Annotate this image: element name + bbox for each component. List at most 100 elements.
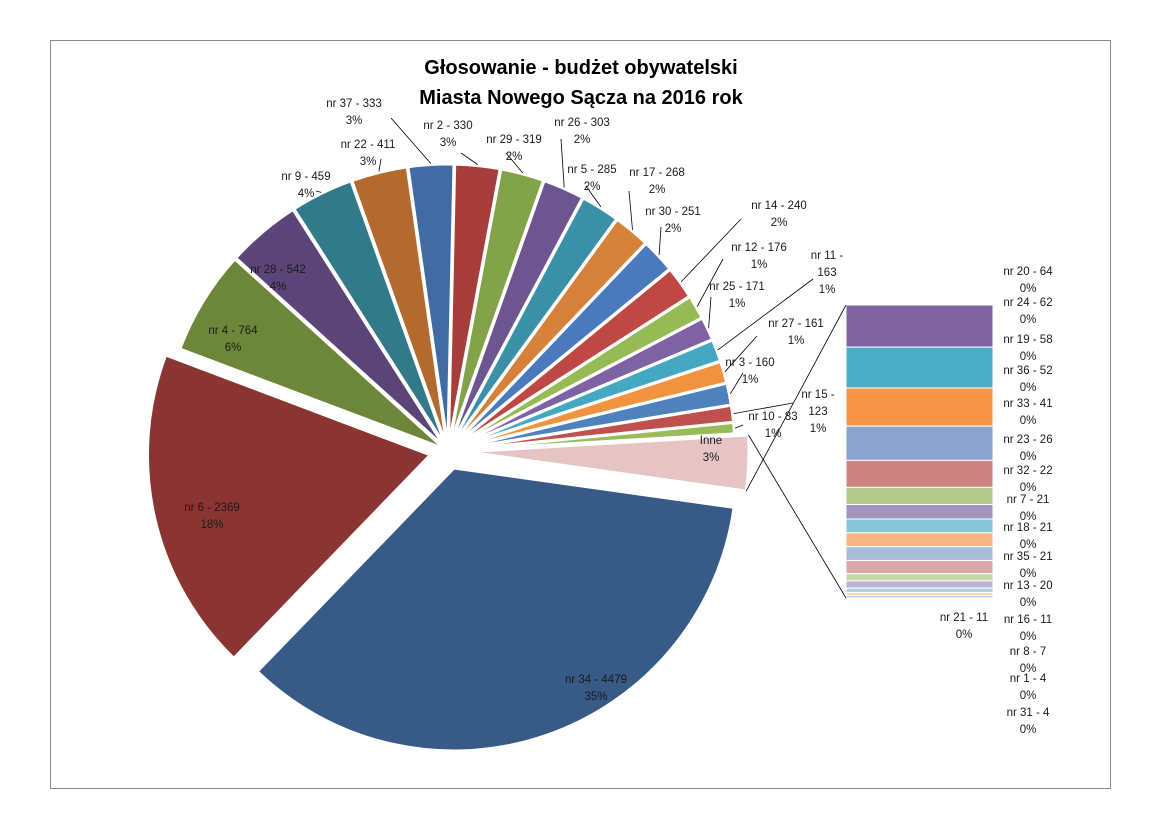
data-label-nr-2-name: nr 2 - 330 [423, 120, 472, 132]
bar-label-nr-24-name: nr 24 - 62 [1003, 297, 1052, 309]
bar-label-nr-7-name: nr 7 - 21 [1007, 494, 1050, 506]
bar-label-nr-33-name: nr 33 - 41 [1003, 398, 1052, 410]
leader-line-nr-12 [696, 258, 724, 307]
data-label-nr-6-name: nr 6 - 2369 [184, 502, 240, 514]
bar-label-nr-1-name: nr 1 - 4 [1010, 673, 1047, 685]
bar-label-nr-16-name: nr 16 - 11 [1004, 614, 1052, 626]
bar-of-pie-chart: Głosowanie - budżet obywatelski Miasta N… [146, 57, 1053, 753]
bar-label-nr-18-pct: 0% [1020, 539, 1037, 551]
data-label-nr-17-pct: 2% [649, 184, 666, 196]
leader-line-nr-5 [585, 185, 602, 208]
data-label-nr-26-pct: 2% [574, 134, 591, 146]
leader-line-nr-30 [658, 226, 662, 256]
connector-line-top [745, 304, 847, 492]
leader-line-nr-22 [378, 158, 382, 172]
data-label-nr-2-pct: 3% [440, 137, 457, 149]
data-label-nr-9-pct: 4% [298, 188, 315, 200]
data-label-nr-12-pct: 1% [751, 259, 768, 271]
data-label-nr-34-name: nr 34 - 4479 [565, 674, 627, 686]
data-label-nr-30-pct: 2% [665, 223, 682, 235]
bar-segment-nr-18 [845, 532, 994, 548]
data-label-nr-14-name: nr 14 - 240 [751, 200, 807, 212]
data-label-nr-5-pct: 2% [584, 181, 601, 193]
bar-label-nr-32-pct: 0% [1020, 482, 1037, 494]
bar-label-nr-36-pct: 0% [1020, 382, 1037, 394]
bar-segment-nr-23 [845, 486, 994, 506]
bar-label-nr-18-name: nr 18 - 21 [1003, 522, 1052, 534]
bar-label-nr-13-name: nr 13 - 20 [1003, 580, 1052, 592]
leader-line-nr-9 [315, 190, 322, 193]
bar-segment-nr-20 [845, 304, 994, 348]
leader-line-nr-27 [724, 335, 758, 373]
data-label-nr-27-name: nr 27 - 161 [768, 318, 824, 330]
bar-label-nr-8-name: nr 8 - 7 [1010, 646, 1046, 658]
data-label-nr-11-pct: 1% [819, 284, 836, 296]
bar-segment-nr-16 [845, 580, 994, 589]
bar-label-nr-31-pct: 0% [1020, 724, 1037, 736]
data-label-nr-11-name: nr 11 - [811, 250, 844, 262]
pie-slice-nr-6 [146, 353, 434, 661]
bar-label-nr-20-name: nr 20 - 64 [1003, 266, 1053, 278]
data-label-nr-12-name: nr 12 - 176 [731, 242, 787, 254]
bar-segment-nr-7 [845, 518, 994, 534]
data-label-inne-pct: 3% [703, 452, 720, 464]
data-label-nr-25-name: nr 25 - 171 [709, 281, 765, 293]
leader-line-nr-26 [560, 138, 565, 188]
data-label-nr-14-pct: 2% [771, 217, 788, 229]
data-label-nr-28-pct: 4% [270, 281, 287, 293]
bar-label-nr-35-pct: 0% [1020, 568, 1037, 580]
leader-line-nr-2 [460, 152, 478, 165]
bar-of-pie-stack [845, 304, 994, 599]
bar-segment-nr-35 [845, 546, 994, 561]
data-label-nr-15-name: 123 [808, 406, 827, 418]
data-label-nr-3-pct: 1% [742, 374, 759, 386]
bar-label-nr-23-pct: 0% [1020, 451, 1037, 463]
data-label-nr-15-name: nr 15 - [801, 389, 834, 401]
chart-area: Głosowanie - budżet obywatelski Miasta N… [50, 40, 1111, 789]
bar-label-nr-8-pct: 0% [1020, 663, 1037, 675]
data-labels: nr 34 - 4479 35% nr 6 - 2369 18% nr 4 - 764 6… [184, 98, 1053, 736]
bar-label-nr-21-pct: 0% [956, 629, 973, 641]
data-label-nr-17-name: nr 17 - 268 [629, 167, 685, 179]
bar-segment-nr-32 [845, 504, 994, 520]
leader-line-nr-3 [729, 372, 744, 395]
bar-label-nr-21-name: nr 21 - 11 [940, 612, 988, 624]
bar-label-nr-36-name: nr 36 - 52 [1003, 365, 1052, 377]
bar-label-nr-19-pct: 0% [1020, 351, 1037, 363]
bar-segment-nr-13 [845, 559, 994, 575]
pie-slice-nr-10 [451, 420, 737, 453]
data-label-nr-10-pct: 1% [765, 428, 782, 440]
bar-segment-nr-33 [845, 459, 994, 488]
leader-line-nr-17 [628, 190, 633, 230]
data-label-nr-29-pct: 2% [506, 151, 523, 163]
bar-segment-nr-31 [845, 594, 994, 599]
data-label-nr-22-pct: 3% [360, 156, 377, 168]
leader-lines [315, 117, 847, 599]
data-label-nr-25-pct: 1% [729, 298, 746, 310]
data-label-nr-22-name: nr 22 - 411 [341, 139, 396, 151]
bar-label-nr-1-pct: 0% [1020, 690, 1037, 702]
data-label-nr-11-name: 163 [817, 267, 836, 279]
data-label-nr-15-pct: 1% [810, 423, 827, 435]
leader-line-nr-25 [708, 296, 712, 329]
data-label-nr-26-name: nr 26 - 303 [554, 117, 610, 129]
bar-label-nr-35-name: nr 35 - 21 [1003, 551, 1052, 563]
bar-label-nr-13-pct: 0% [1020, 597, 1037, 609]
leader-line-nr-14 [680, 218, 742, 283]
leader-line-nr-15 [733, 402, 794, 414]
leader-line-nr-10 [734, 424, 744, 429]
leader-line-nr-37 [390, 117, 432, 164]
data-label-nr-37-name: nr 37 - 333 [326, 98, 382, 110]
bar-label-nr-31-name: nr 31 - 4 [1007, 707, 1050, 719]
data-label-nr-28-name: nr 28 - 542 [250, 264, 306, 276]
data-label-nr-29-name: nr 29 - 319 [486, 134, 542, 146]
data-label-nr-4-pct: 6% [225, 342, 242, 354]
chart-title-line-2: Miasta Nowego Sącza na 2016 rok [419, 87, 743, 109]
data-label-nr-6-pct: 18% [200, 519, 223, 531]
bar-label-nr-24-pct: 0% [1020, 314, 1037, 326]
pie-slice-nr-34 [255, 466, 736, 753]
bar-label-nr-20-pct: 0% [1020, 283, 1037, 295]
bar-label-nr-19-name: nr 19 - 58 [1003, 334, 1052, 346]
connector-line-bottom [748, 434, 847, 599]
bar-segment-nr-21 [845, 573, 994, 582]
